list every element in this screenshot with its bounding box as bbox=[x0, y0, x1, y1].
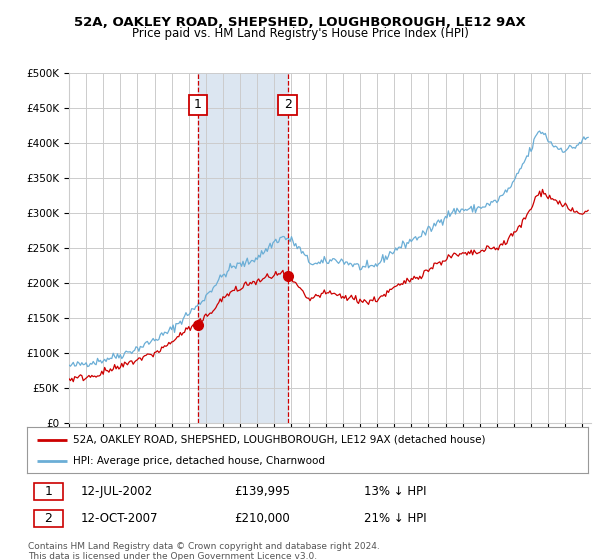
Text: 1: 1 bbox=[44, 485, 52, 498]
Text: 2: 2 bbox=[44, 512, 52, 525]
Text: 21% ↓ HPI: 21% ↓ HPI bbox=[364, 512, 426, 525]
Text: 52A, OAKLEY ROAD, SHEPSHED, LOUGHBOROUGH, LE12 9AX: 52A, OAKLEY ROAD, SHEPSHED, LOUGHBOROUGH… bbox=[74, 16, 526, 29]
Text: Contains HM Land Registry data © Crown copyright and database right 2024.: Contains HM Land Registry data © Crown c… bbox=[28, 542, 380, 551]
Text: £210,000: £210,000 bbox=[235, 512, 290, 525]
Text: 12-JUL-2002: 12-JUL-2002 bbox=[80, 485, 152, 498]
FancyBboxPatch shape bbox=[278, 95, 298, 115]
FancyBboxPatch shape bbox=[34, 483, 63, 500]
Text: HPI: Average price, detached house, Charnwood: HPI: Average price, detached house, Char… bbox=[73, 456, 325, 466]
FancyBboxPatch shape bbox=[34, 510, 63, 528]
Text: 1: 1 bbox=[194, 99, 202, 111]
Text: Price paid vs. HM Land Registry's House Price Index (HPI): Price paid vs. HM Land Registry's House … bbox=[131, 27, 469, 40]
Text: 12-OCT-2007: 12-OCT-2007 bbox=[80, 512, 158, 525]
Text: 13% ↓ HPI: 13% ↓ HPI bbox=[364, 485, 426, 498]
Text: This data is licensed under the Open Government Licence v3.0.: This data is licensed under the Open Gov… bbox=[28, 552, 317, 560]
Text: 2: 2 bbox=[284, 99, 292, 111]
FancyBboxPatch shape bbox=[188, 95, 208, 115]
Bar bbox=[198, 73, 288, 423]
Text: 52A, OAKLEY ROAD, SHEPSHED, LOUGHBOROUGH, LE12 9AX (detached house): 52A, OAKLEY ROAD, SHEPSHED, LOUGHBOROUGH… bbox=[73, 435, 485, 445]
Text: £139,995: £139,995 bbox=[235, 485, 290, 498]
